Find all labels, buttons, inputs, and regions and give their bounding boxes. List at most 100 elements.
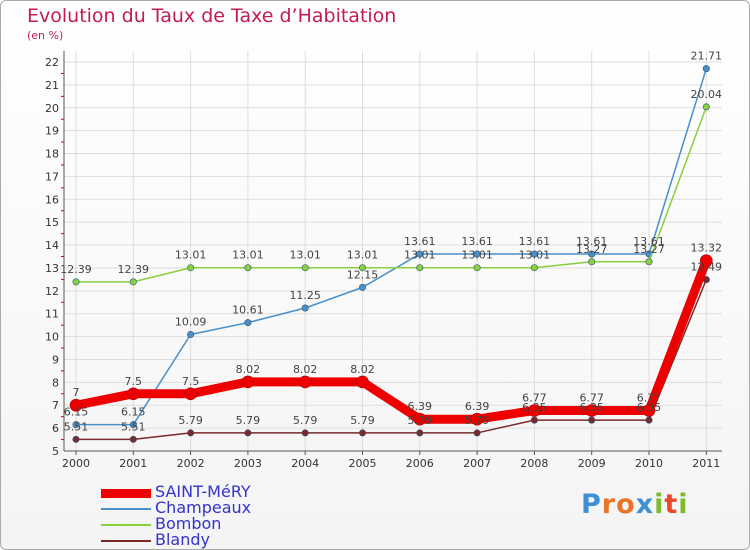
data-label: 13.61 [519,235,551,248]
proxiti-logo: Proxiti [581,489,689,520]
logo-letter: P [581,489,602,520]
legend-swatch [101,524,151,526]
logo-letter: i [654,489,665,520]
data-label: 5.79 [178,414,203,427]
data-point [187,429,195,437]
data-label: 5.79 [408,414,433,427]
data-point [588,258,596,266]
data-label: 5.79 [236,414,261,427]
data-label: 6.35 [579,401,604,414]
x-tick-label: 2009 [578,457,606,470]
y-tick-label: 7 [52,399,59,412]
data-point [645,416,653,424]
data-label: 13.32 [691,242,723,255]
data-label: 6.39 [465,400,490,413]
data-label: 7 [73,386,80,399]
data-point [184,387,197,401]
y-tick-label: 17 [45,170,59,183]
y-tick-label: 21 [45,79,59,92]
legend-label: SAINT-MéRY [155,482,251,501]
data-label: 5.51 [121,420,146,433]
x-tick-label: 2002 [177,457,205,470]
data-label: 10.09 [175,316,207,329]
data-point [702,65,710,73]
data-point [530,264,538,272]
data-label: 6.15 [64,406,89,419]
series-line-3 [75,278,708,441]
data-point [72,421,80,429]
y-tick-label: 8 [52,376,59,389]
data-label: 13.01 [232,249,264,262]
data-label: 13.01 [347,249,379,262]
data-label: 6.15 [121,406,146,419]
logo-letter: x [635,489,655,520]
data-label: 13.01 [404,249,436,262]
data-point [298,375,312,389]
data-label: 5.51 [64,420,89,433]
data-point [416,264,424,272]
data-point [72,278,80,286]
data-label: 12.39 [118,263,150,276]
y-tick-label: 13 [45,262,59,275]
legend-swatch [101,508,151,510]
legend-swatch [101,540,151,542]
x-tick-label: 2007 [463,457,491,470]
data-point [187,331,195,339]
data-label: 10.61 [232,304,264,317]
data-point [530,250,538,258]
x-tick-label: 2000 [62,457,90,470]
y-tick-label: 22 [45,56,59,69]
data-label: 13.01 [461,249,493,262]
x-tick-label: 2008 [520,457,548,470]
data-label: 7.5 [182,375,200,388]
y-tick-label: 10 [45,331,59,344]
data-point [356,375,369,389]
data-point [72,435,80,443]
y-tick-label: 16 [45,193,59,206]
data-point [69,398,83,412]
chart-title: Evolution du Taux de Taxe d’Habitation [27,5,397,27]
data-point [702,103,710,111]
x-tick-label: 2005 [349,457,377,470]
y-tick-label: 20 [45,102,59,115]
data-label: 13.01 [289,249,321,262]
data-point [416,250,424,258]
x-tick-label: 2011 [692,457,720,470]
data-label: 13.27 [633,243,665,256]
data-label: 12.39 [60,263,92,276]
data-point [358,264,366,272]
data-point [588,250,596,258]
data-point [416,429,424,437]
data-label: 13.01 [519,249,551,262]
data-label: 13.61 [404,235,436,248]
x-tick-label: 2010 [635,457,663,470]
chart-unit: (en %) [27,29,64,42]
data-label: 6.35 [522,401,547,414]
data-label: 21.71 [691,50,723,63]
data-label: 5.79 [293,414,318,427]
data-label: 11.25 [289,289,321,302]
data-label: 5.79 [465,414,490,427]
data-point [301,304,309,312]
y-tick-label: 12 [45,285,59,298]
logo-letter: o [616,489,636,520]
data-point [129,278,137,286]
data-point [470,412,484,426]
legend-swatch [101,488,151,498]
x-tick-label: 2001 [119,457,147,470]
data-point [645,258,653,266]
legend-label: Bombon [155,514,222,533]
data-label: 13.01 [175,249,207,262]
y-tick-label: 18 [45,148,59,161]
data-point [413,412,427,426]
data-point [127,387,140,401]
data-label: 6.39 [408,400,433,413]
logo-letter: i [678,489,689,520]
legend-label: Champeaux [155,498,252,517]
data-point [244,429,252,437]
data-point [642,404,656,417]
y-tick-label: 11 [45,308,59,321]
x-tick-label: 2004 [291,457,319,470]
data-label: 7.5 [125,375,143,388]
